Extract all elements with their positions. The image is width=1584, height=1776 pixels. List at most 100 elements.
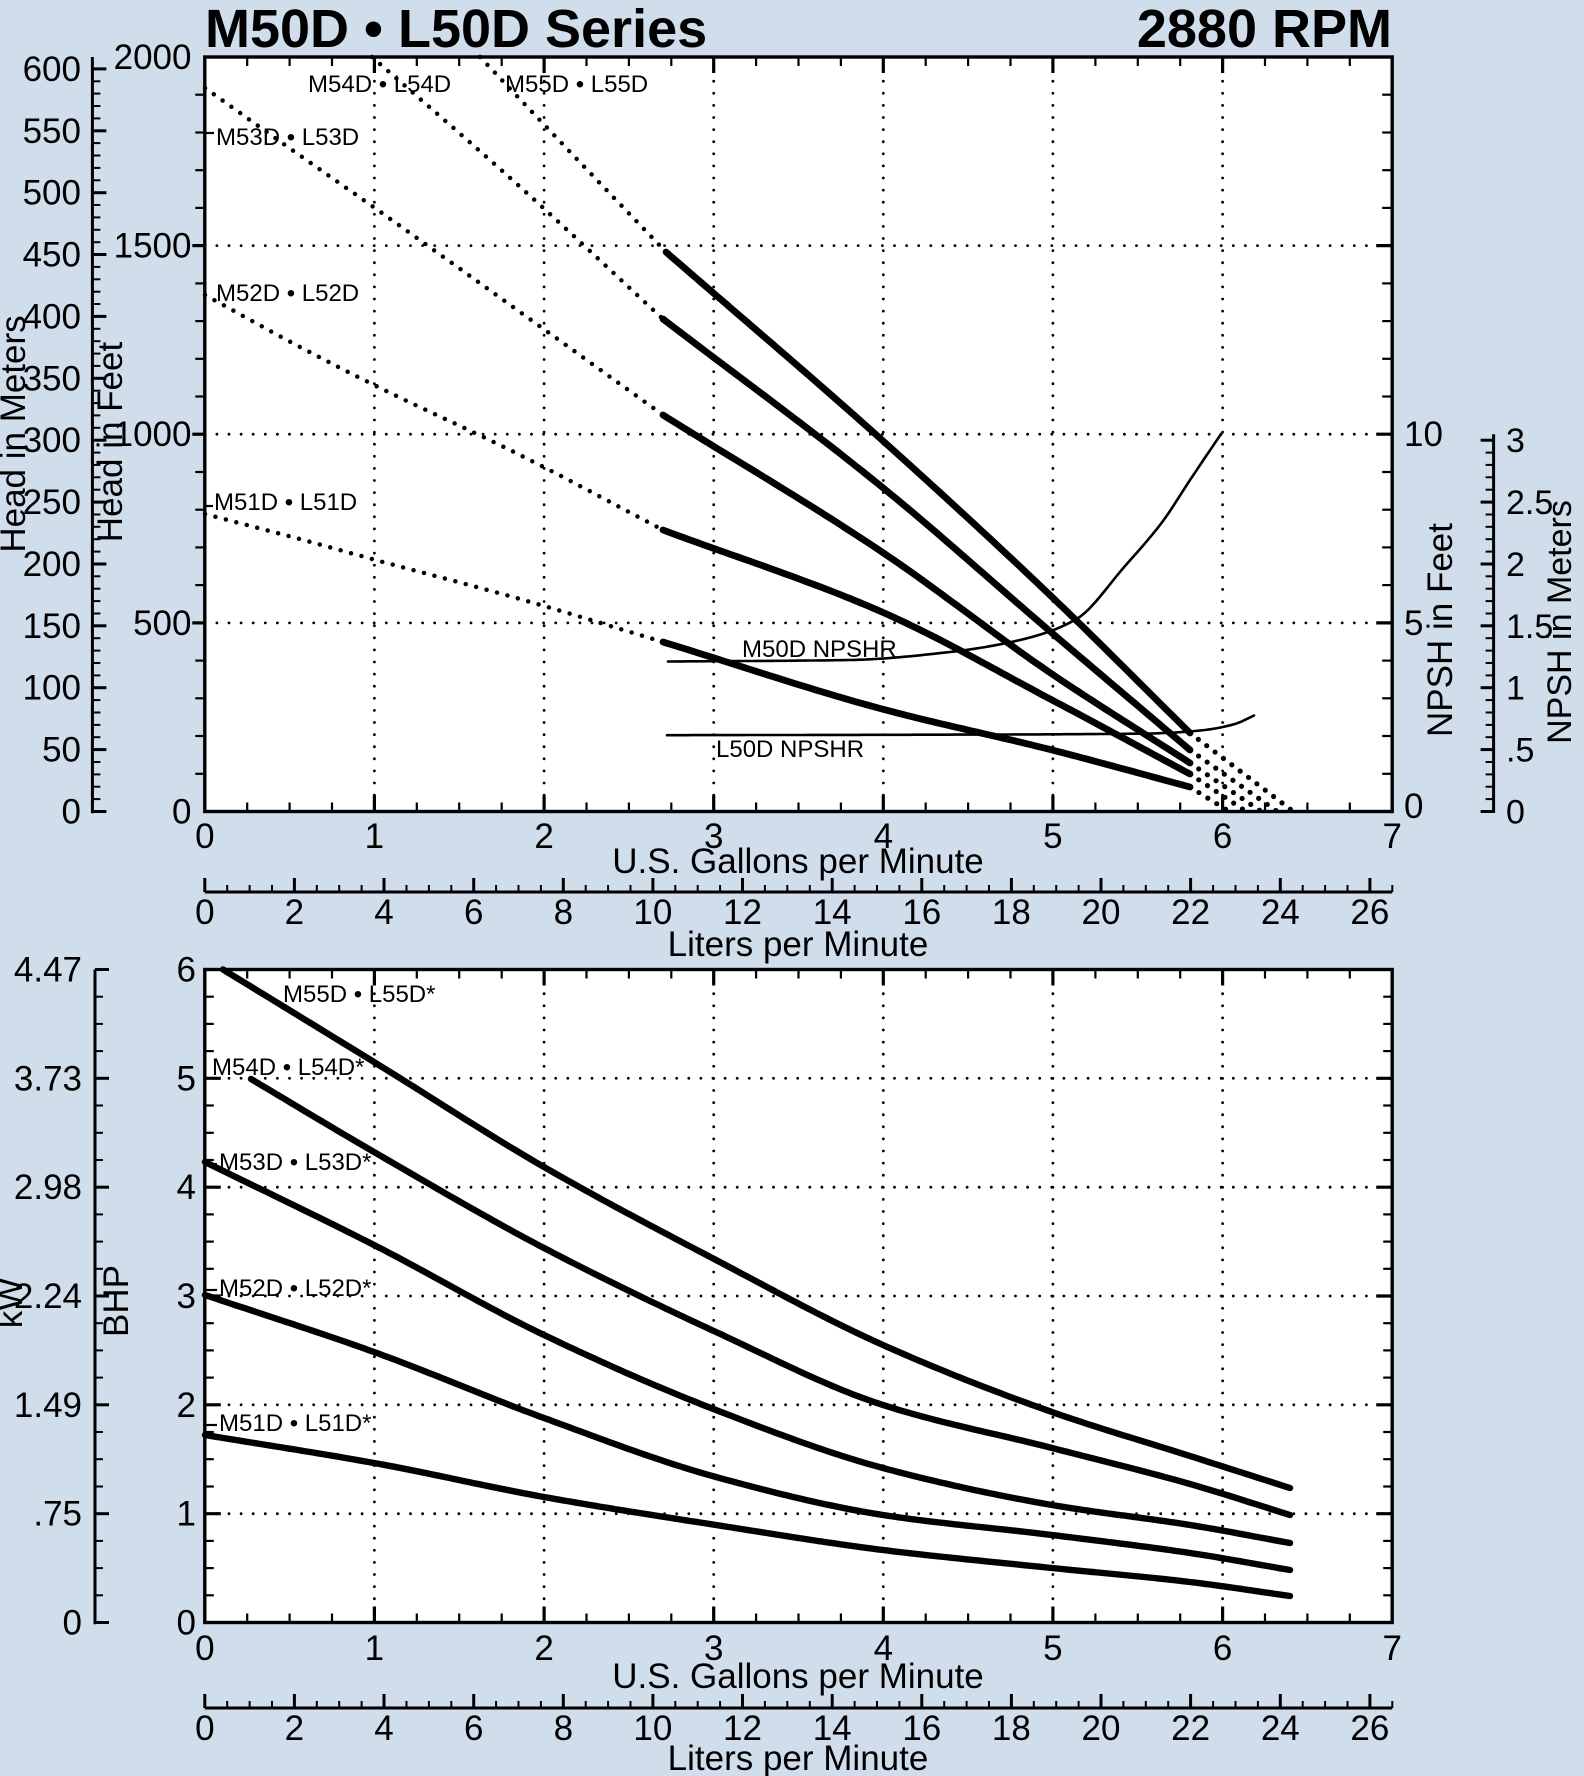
svg-text:22: 22 <box>1171 1709 1210 1748</box>
svg-text:10: 10 <box>1404 415 1443 454</box>
svg-text:NPSH in Feet: NPSH in Feet <box>1421 523 1460 737</box>
svg-text:6: 6 <box>177 951 196 990</box>
svg-text:1: 1 <box>365 817 384 856</box>
svg-text:3: 3 <box>1506 422 1525 460</box>
svg-text:250: 250 <box>23 483 81 522</box>
svg-text:M51D • L51D*: M51D • L51D* <box>219 1410 371 1437</box>
svg-text:2: 2 <box>285 893 304 932</box>
svg-text:1: 1 <box>365 1629 384 1668</box>
svg-text:24: 24 <box>1261 893 1300 932</box>
svg-text:M55D • L55D*: M55D • L55D* <box>283 981 435 1008</box>
svg-text:4: 4 <box>374 893 393 932</box>
svg-text:U.S. Gallons per Minute: U.S. Gallons per Minute <box>612 842 984 881</box>
svg-text:4.47: 4.47 <box>14 951 82 990</box>
svg-text:BHP: BHP <box>97 1265 136 1337</box>
svg-text:M54D • L54D: M54D • L54D <box>308 71 451 98</box>
svg-text:.75: .75 <box>33 1495 82 1534</box>
svg-text:5: 5 <box>177 1059 196 1098</box>
svg-text:1.49: 1.49 <box>14 1386 82 1425</box>
svg-text:2.98: 2.98 <box>14 1168 82 1207</box>
svg-text:6: 6 <box>464 893 483 932</box>
svg-text:1500: 1500 <box>114 227 192 266</box>
svg-text:8: 8 <box>554 893 573 932</box>
svg-text:16: 16 <box>902 893 941 932</box>
svg-text:4: 4 <box>374 1709 393 1748</box>
svg-text:24: 24 <box>1261 1709 1300 1748</box>
svg-text:0: 0 <box>1506 794 1525 832</box>
svg-text:5: 5 <box>1043 817 1062 856</box>
svg-text:0: 0 <box>195 1709 214 1748</box>
svg-text:6: 6 <box>1213 817 1232 856</box>
svg-text:2880 RPM: 2880 RPM <box>1137 0 1392 59</box>
svg-text:5: 5 <box>1043 1629 1062 1668</box>
svg-text:350: 350 <box>23 359 81 398</box>
svg-text:Liters per Minute: Liters per Minute <box>668 1739 929 1776</box>
svg-text:500: 500 <box>23 174 81 213</box>
svg-text:Head in Feet: Head in Feet <box>91 342 130 543</box>
svg-text:22: 22 <box>1171 893 1210 932</box>
svg-text:12: 12 <box>723 893 762 932</box>
svg-text:4: 4 <box>874 1629 893 1668</box>
svg-text:500: 500 <box>133 604 191 643</box>
svg-text:2: 2 <box>177 1386 196 1425</box>
svg-text:1000: 1000 <box>114 415 192 454</box>
svg-text:U.S. Gallons per Minute: U.S. Gallons per Minute <box>612 1657 984 1696</box>
svg-text:4: 4 <box>874 817 893 856</box>
svg-text:600: 600 <box>23 50 81 89</box>
svg-text:0: 0 <box>63 1604 82 1643</box>
svg-text:8: 8 <box>554 1709 573 1748</box>
svg-text:3: 3 <box>704 1629 723 1668</box>
svg-text:550: 550 <box>23 112 81 151</box>
svg-text:7: 7 <box>1382 1629 1401 1668</box>
svg-text:M53D • L53D: M53D • L53D <box>216 124 359 151</box>
svg-text:50: 50 <box>42 731 81 770</box>
svg-text:M55D • L55D: M55D • L55D <box>505 71 648 98</box>
svg-text:16: 16 <box>902 1709 941 1748</box>
svg-text:0: 0 <box>1404 787 1423 826</box>
svg-text:Head in Meters: Head in Meters <box>0 315 33 552</box>
svg-text:M50D NPSHR: M50D NPSHR <box>742 636 897 663</box>
svg-text:3: 3 <box>704 817 723 856</box>
svg-text:200: 200 <box>23 545 81 584</box>
svg-text:14: 14 <box>813 893 852 932</box>
svg-text:100: 100 <box>23 669 81 708</box>
svg-text:26: 26 <box>1350 893 1389 932</box>
svg-text:2: 2 <box>285 1709 304 1748</box>
svg-text:0: 0 <box>172 793 191 832</box>
svg-text:0: 0 <box>195 1629 214 1668</box>
svg-text:2.24: 2.24 <box>14 1277 82 1316</box>
svg-text:0: 0 <box>195 893 214 932</box>
svg-text:20: 20 <box>1082 1709 1121 1748</box>
svg-text:5: 5 <box>1404 604 1423 643</box>
svg-text:M52D • L52D*: M52D • L52D* <box>219 1275 371 1302</box>
svg-text:0: 0 <box>195 817 214 856</box>
svg-text:2: 2 <box>534 817 553 856</box>
svg-text:1: 1 <box>1506 670 1525 708</box>
svg-text:0: 0 <box>177 1604 196 1643</box>
svg-text:kW: kW <box>0 1278 30 1329</box>
svg-text:20: 20 <box>1082 893 1121 932</box>
svg-text:150: 150 <box>23 607 81 646</box>
svg-text:M53D • L53D*: M53D • L53D* <box>219 1149 371 1176</box>
svg-text:6: 6 <box>464 1709 483 1748</box>
svg-text:10: 10 <box>633 1709 672 1748</box>
svg-text:1: 1 <box>177 1495 196 1534</box>
svg-text:6: 6 <box>1213 1629 1232 1668</box>
svg-text:0: 0 <box>62 793 81 832</box>
svg-text:M51D • L51D: M51D • L51D <box>214 489 357 516</box>
svg-text:2000: 2000 <box>114 38 192 77</box>
svg-text:18: 18 <box>992 1709 1031 1748</box>
svg-text:7: 7 <box>1382 817 1401 856</box>
svg-text:4: 4 <box>177 1168 196 1207</box>
svg-text:2: 2 <box>534 1629 553 1668</box>
svg-text:300: 300 <box>23 421 81 460</box>
svg-text:18: 18 <box>992 893 1031 932</box>
svg-text:1.5: 1.5 <box>1506 608 1553 646</box>
svg-text:M54D • L54D*: M54D • L54D* <box>212 1054 364 1081</box>
svg-text:14: 14 <box>813 1709 852 1748</box>
svg-text:3: 3 <box>177 1277 196 1316</box>
svg-text:M52D • L52D: M52D • L52D <box>216 280 359 307</box>
svg-text:450: 450 <box>23 236 81 275</box>
svg-text:Liters per Minute: Liters per Minute <box>668 925 929 964</box>
svg-text:400: 400 <box>23 297 81 336</box>
